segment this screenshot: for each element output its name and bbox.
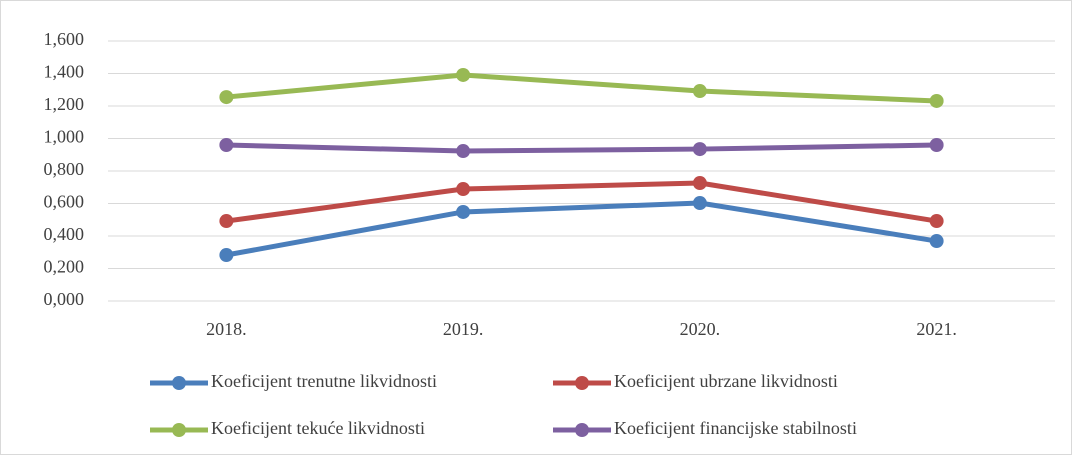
y-tick-label: 0,400 xyxy=(44,224,85,244)
data-point xyxy=(219,90,234,105)
x-tick-label: 2018. xyxy=(206,319,247,339)
legend-label: Koeficijent tekuće likvidnosti xyxy=(211,418,425,438)
y-tick-label: 0,800 xyxy=(44,159,85,179)
y-tick-label: 1,000 xyxy=(44,127,85,147)
data-point xyxy=(929,93,944,108)
data-point xyxy=(456,144,471,159)
data-point xyxy=(929,138,944,152)
data-point xyxy=(456,204,471,219)
legend-label: Koeficijent ubrzane likvidnosti xyxy=(614,371,838,391)
data-point xyxy=(692,176,707,191)
data-point xyxy=(692,142,707,157)
data-point xyxy=(929,214,944,229)
y-tick-label: 1,400 xyxy=(44,62,85,82)
data-point xyxy=(692,196,707,211)
y-tick-label: 0,000 xyxy=(44,289,85,309)
y-tick-label: 0,200 xyxy=(44,257,85,277)
data-point xyxy=(456,67,471,82)
data-point xyxy=(219,248,234,263)
legend-label: Koeficijent trenutne likvidnosti xyxy=(211,371,437,391)
legend-marker xyxy=(575,423,589,437)
data-point xyxy=(929,234,944,249)
y-tick-label: 1,600 xyxy=(44,29,85,49)
data-point xyxy=(692,84,707,99)
series-line xyxy=(226,142,937,154)
x-tick-label: 2021. xyxy=(916,319,957,339)
y-tick-label: 1,200 xyxy=(44,94,85,114)
series-line xyxy=(225,200,938,258)
series-line xyxy=(226,180,938,224)
x-tick-label: 2020. xyxy=(680,319,721,339)
data-point xyxy=(219,138,234,152)
series-line xyxy=(226,72,937,104)
legend-marker xyxy=(575,376,589,390)
data-point xyxy=(456,182,471,197)
legend-marker xyxy=(172,423,186,437)
y-tick-label: 0,600 xyxy=(44,192,85,212)
data-point xyxy=(219,214,234,229)
x-tick-label: 2019. xyxy=(443,319,484,339)
legend-marker xyxy=(172,376,186,390)
legend-label: Koeficijent financijske stabilnosti xyxy=(614,418,857,438)
